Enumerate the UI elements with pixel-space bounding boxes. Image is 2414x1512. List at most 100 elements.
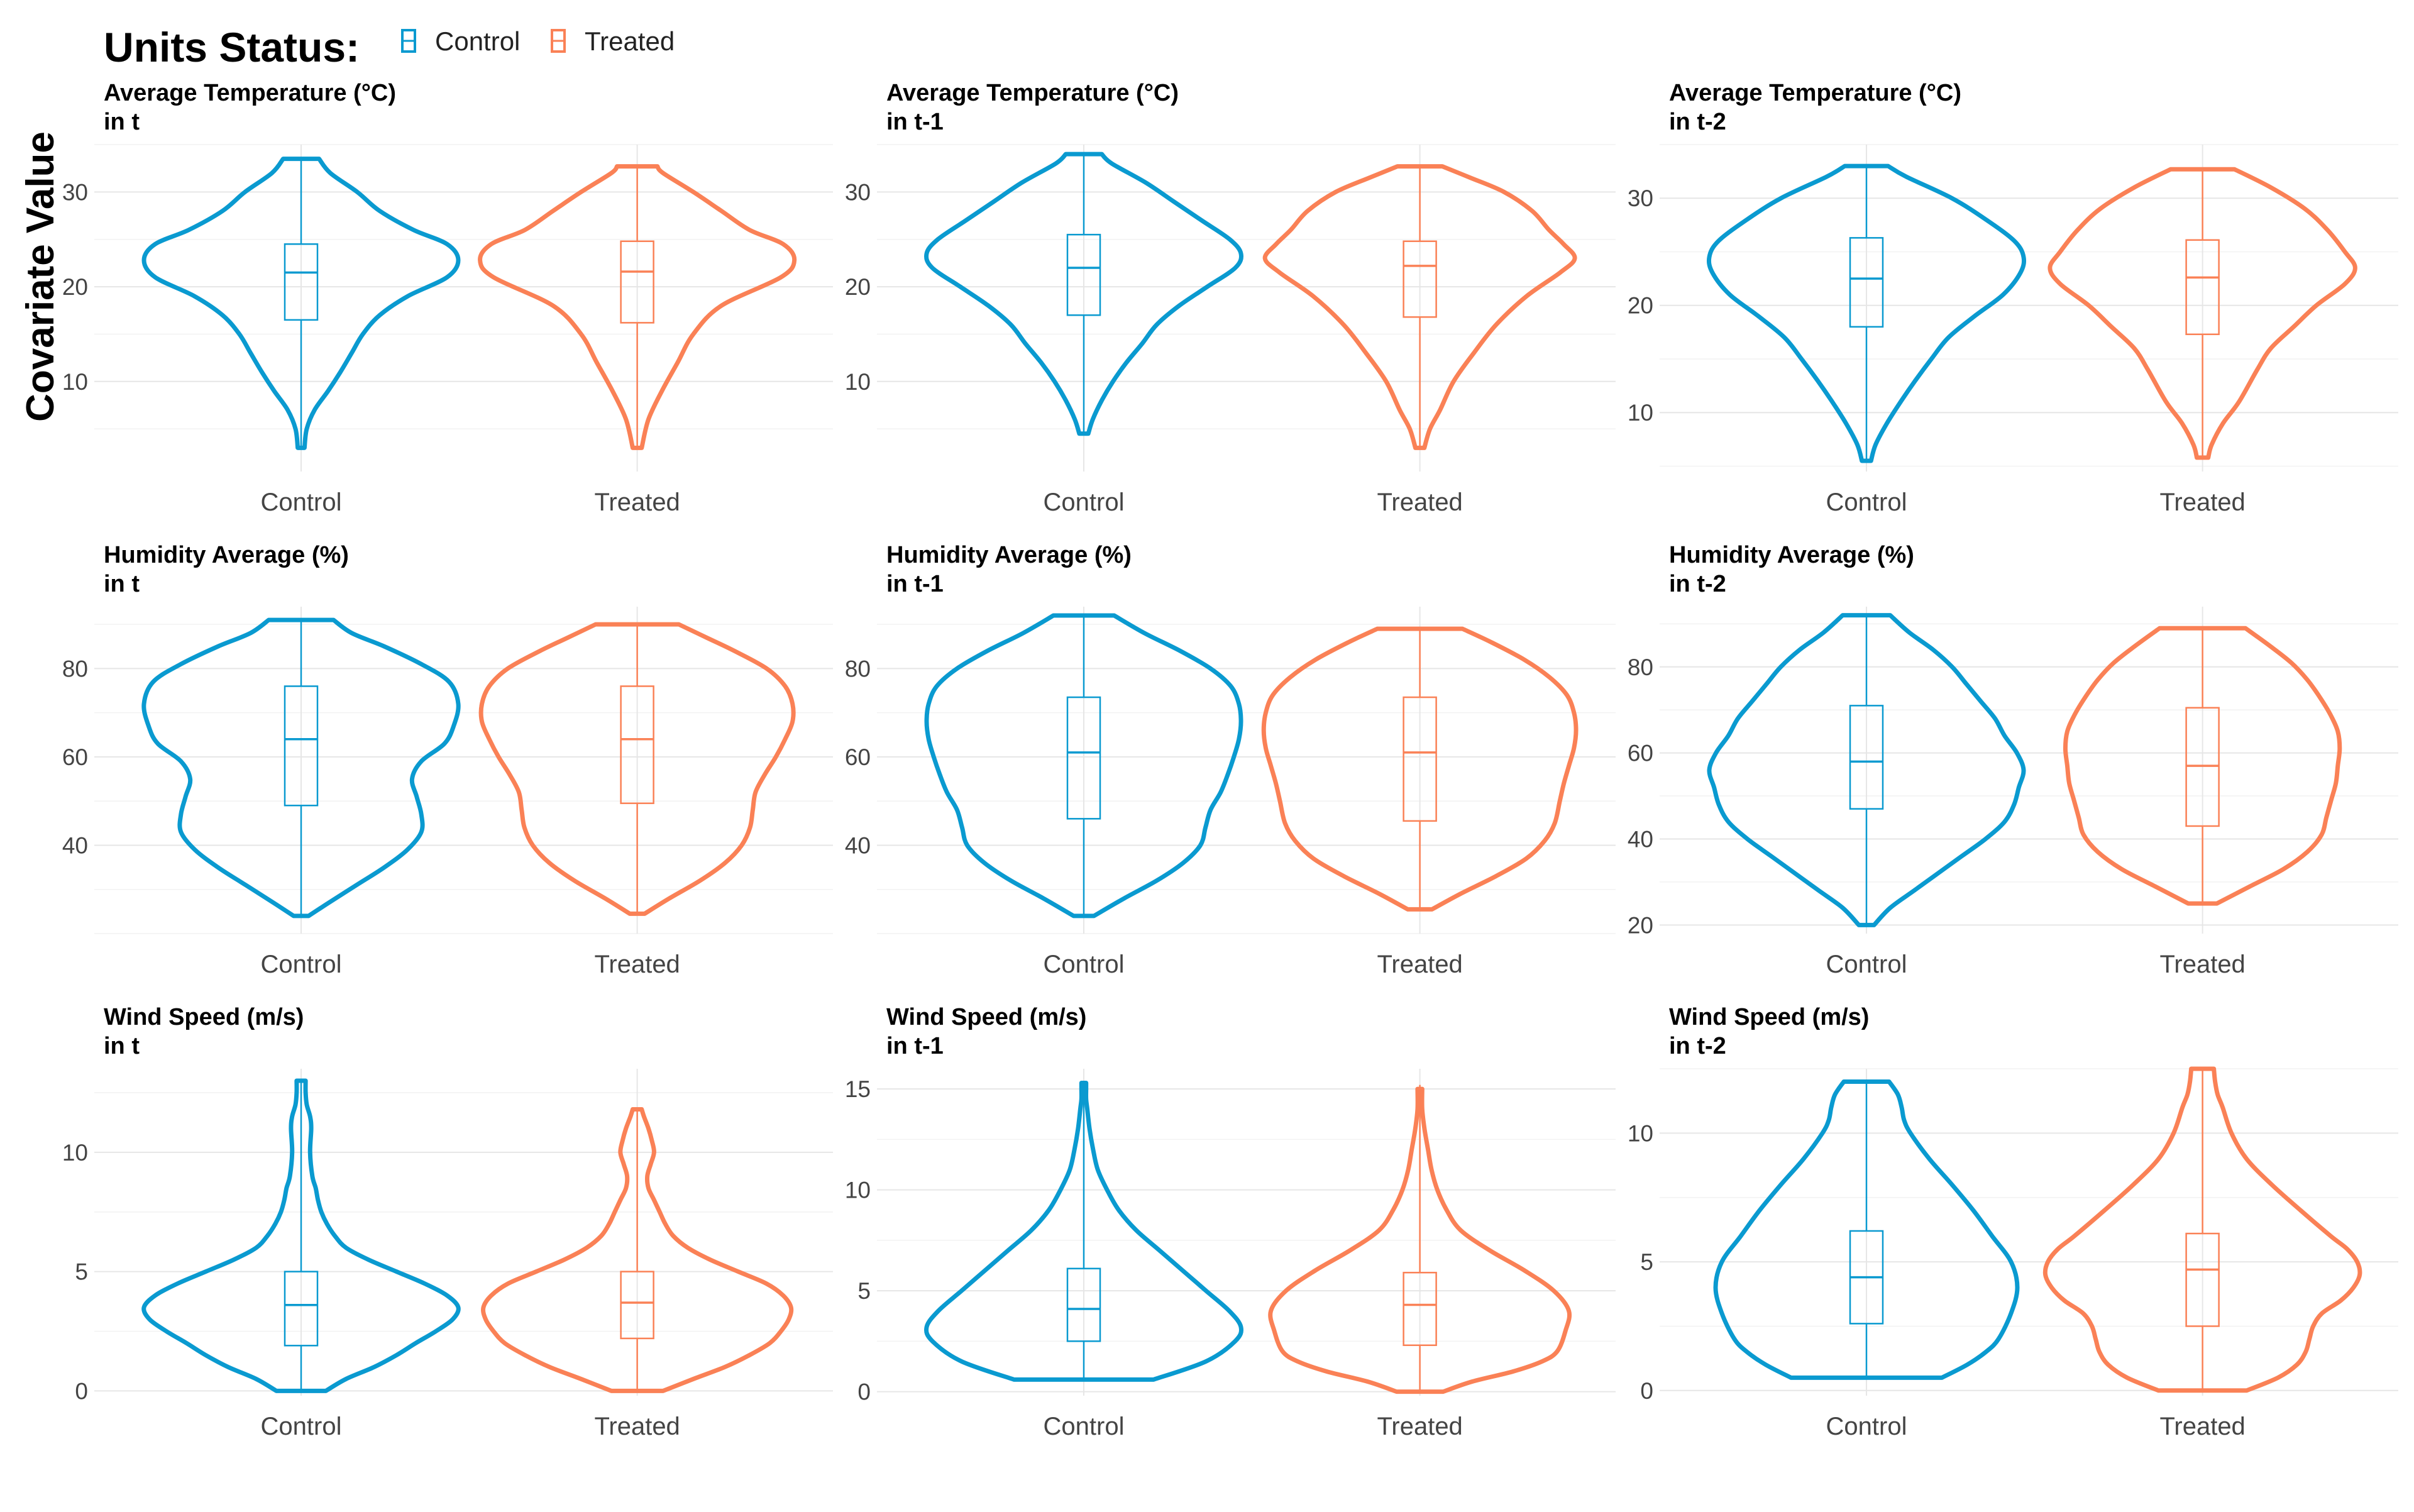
box-control [284,685,319,807]
y-tick-label: 60 [62,744,88,770]
y-tick-label: 80 [1628,654,1653,680]
box-control [1849,237,1884,328]
panel-title: in t-2 [1669,109,1726,135]
y-axis-label: Covariate Value [19,131,62,422]
box-treated [1403,1271,1437,1347]
violin-control [141,617,461,919]
panel-title: in t [104,1033,140,1059]
legend-title: Units Status: [104,24,360,70]
panel-1: Average Temperature (°C) in t 10 20 30 Contro… [62,80,833,516]
panel-title: Average Temperature (°C) [886,80,1179,106]
y-tick-label: 10 [62,369,88,395]
violin-treated [2042,1066,2362,1393]
panel-title: in t-1 [886,571,944,597]
violin-treated [481,1107,794,1393]
panel-title: in t-2 [1669,1033,1726,1059]
panel-title: in t-1 [886,109,944,135]
box-control [1066,1267,1101,1342]
box-treated [620,240,654,324]
legend-label: Treated [585,26,675,56]
y-tick-label: 20 [62,274,88,300]
y-tick-label: 30 [845,179,871,205]
panel-title: Average Temperature (°C) [1669,80,1961,106]
panel-7: Wind Speed (m/s) in t 0 5 10 Control Treated [62,1004,833,1440]
panel-9: Wind Speed (m/s) in t-2 0 5 10 Control Treated [1628,1004,2398,1440]
panel-grid: Average Temperature (°C) in t 10 20 30 Contro… [62,80,2398,1440]
x-tick-label: Treated [2159,951,2245,978]
box-treated [1403,240,1437,318]
legend: Units Status: Control Treated [104,24,675,70]
y-tick-label: 80 [845,656,871,682]
violin-treated [478,164,797,450]
violin-control [923,1080,1244,1382]
y-tick-label: 0 [75,1378,88,1404]
box-treated [620,1271,654,1340]
panel-title: Wind Speed (m/s) [104,1004,304,1030]
x-tick-label: Treated [594,488,680,516]
panel-title: in t-1 [886,1033,944,1059]
panel-title: in t [104,571,140,597]
x-tick-label: Treated [1377,488,1462,516]
panel-title: Average Temperature (°C) [104,80,396,106]
panel-8: Wind Speed (m/s) in t-1 0 5 10 15 Control Treat… [845,1004,1616,1440]
violin-control [1707,613,2026,927]
x-tick-label: Control [1826,951,1907,978]
legend-label: Control [435,26,520,56]
y-tick-label: 10 [845,1178,871,1203]
y-tick-label: 20 [1628,293,1653,319]
panel-2: Average Temperature (°C) in t-1 10 20 30 Cont… [845,80,1616,516]
box-treated [1403,696,1437,822]
y-tick-label: 20 [1628,912,1653,938]
y-tick-label: 15 [845,1076,871,1102]
violin-control [141,157,461,450]
y-tick-label: 10 [845,369,871,395]
box-control [284,243,319,321]
legend-item-treated: Treated [551,26,675,56]
y-tick-label: 10 [1628,1120,1653,1146]
violin-treated [478,622,796,916]
violin-treated [1262,164,1577,450]
box-control [284,1271,319,1347]
y-tick-label: 40 [845,832,871,858]
y-tick-label: 40 [62,832,88,858]
violin-treated [2063,626,2342,906]
y-tick-label: 10 [1628,400,1653,426]
panel-4: Humidity Average (%) in t 40 60 80 Control Tre… [62,542,833,978]
panel-title: in t-2 [1669,571,1726,597]
violin-control [141,1078,461,1393]
x-tick-label: Control [1826,488,1907,516]
violin-treated [1261,626,1579,912]
box-treated [2185,239,2220,336]
violin-control [1713,1079,2020,1380]
x-tick-label: Treated [2159,1413,2245,1440]
legend-item-control: Control [401,26,520,56]
y-tick-label: 10 [62,1140,88,1166]
violin-treated [2047,167,2357,460]
x-tick-label: Control [261,488,342,516]
y-tick-label: 30 [62,179,88,205]
violin-control [924,613,1243,919]
x-tick-label: Control [1826,1413,1907,1440]
panel-6: Humidity Average (%) in t-2 20 40 60 80 Contro… [1628,542,2398,978]
x-tick-label: Treated [594,951,680,978]
panel-title: Humidity Average (%) [1669,542,1914,568]
y-tick-label: 80 [62,656,88,682]
y-tick-label: 0 [857,1379,871,1405]
x-tick-label: Control [1044,1413,1125,1440]
y-tick-label: 60 [845,744,871,770]
box-control [1066,696,1101,820]
panel-title: Wind Speed (m/s) [1669,1004,1869,1030]
x-tick-label: Treated [594,1413,680,1440]
x-tick-label: Control [261,951,342,978]
box-control [1066,233,1101,316]
panel-title: Humidity Average (%) [886,542,1132,568]
x-tick-label: Control [1044,488,1125,516]
y-tick-label: 0 [1640,1378,1653,1404]
x-tick-label: Treated [2159,488,2245,516]
y-tick-label: 40 [1628,826,1653,852]
y-tick-label: 5 [857,1278,871,1304]
violin-control [1706,163,2027,463]
panel-3: Average Temperature (°C) in t-2 10 20 30 Cont… [1628,80,2398,516]
box-control [1849,705,1884,810]
